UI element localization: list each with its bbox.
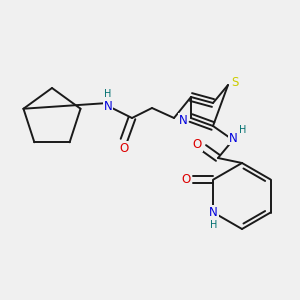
Text: N: N [103,100,112,112]
Text: H: H [104,89,112,99]
Text: H: H [239,125,247,135]
Text: O: O [192,139,202,152]
Text: N: N [178,113,188,127]
Text: N: N [209,206,218,219]
Text: S: S [231,76,239,89]
Text: H: H [210,220,217,230]
Text: O: O [119,142,129,154]
Text: N: N [229,131,237,145]
Text: O: O [182,173,191,186]
